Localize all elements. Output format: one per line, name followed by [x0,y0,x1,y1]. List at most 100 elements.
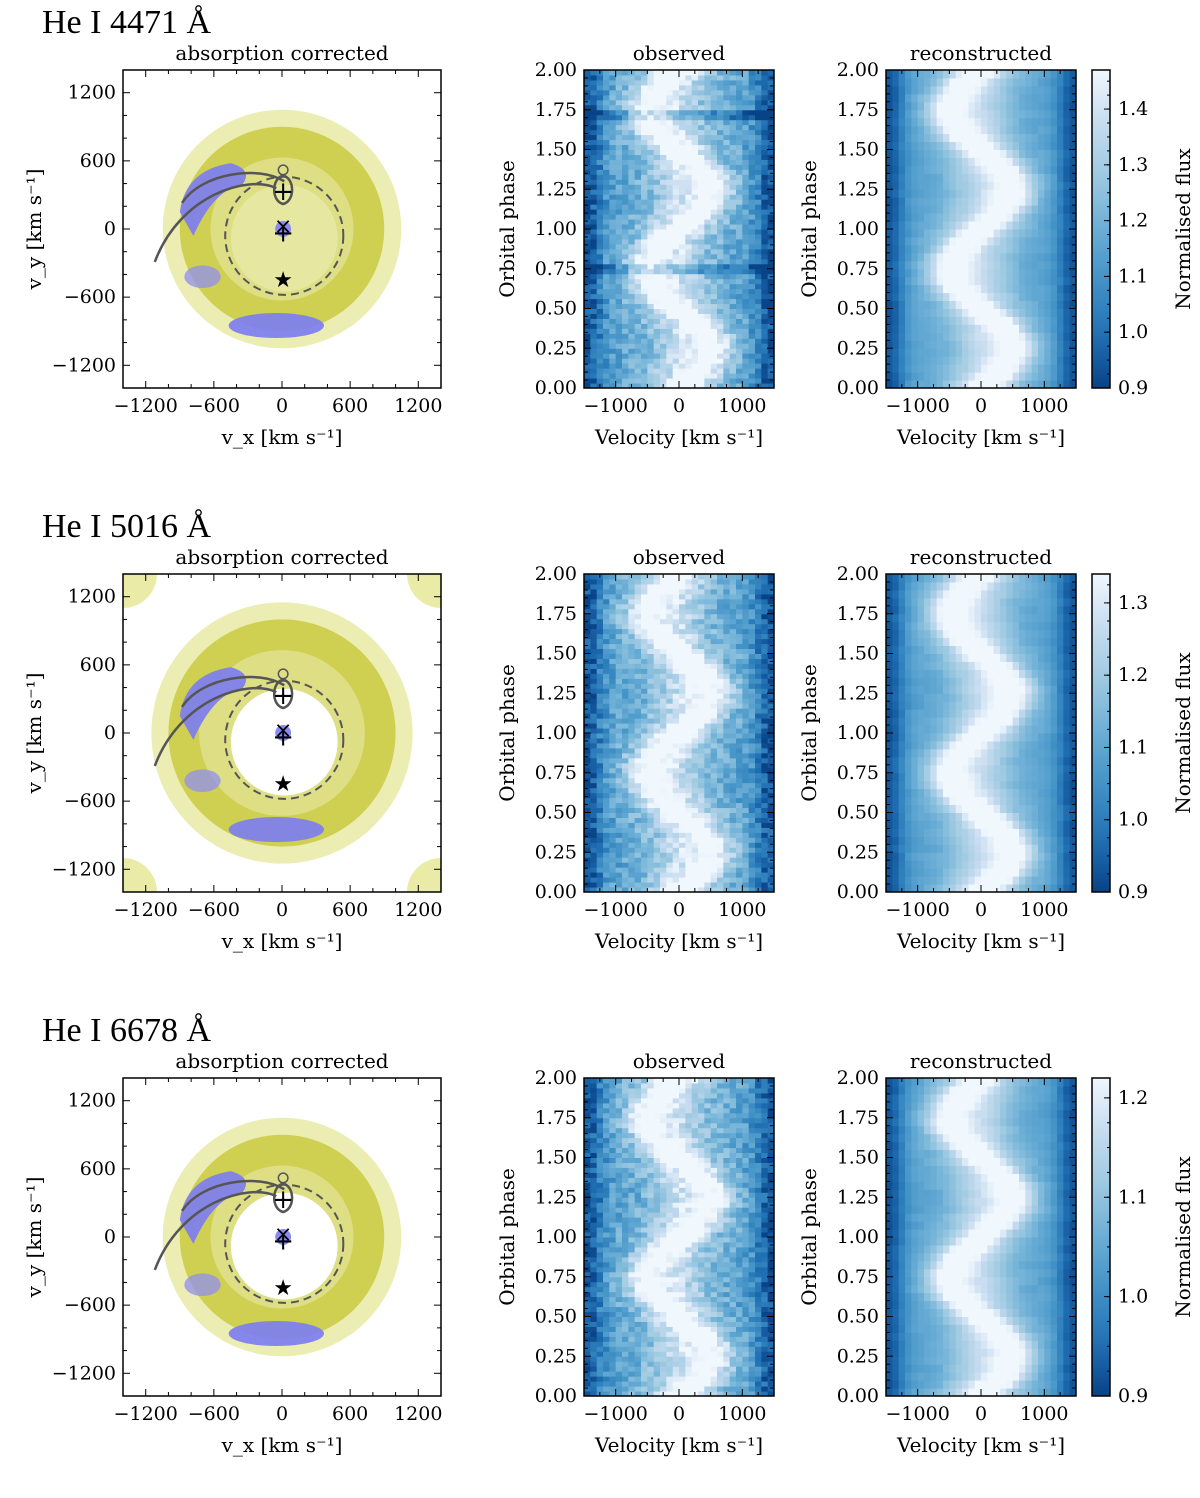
trailed-cell [924,173,931,181]
trailed-cell [899,86,906,94]
trailed-cell [609,753,616,758]
trailed-cell [742,783,749,788]
trailed-cell [949,293,956,301]
trailed-cell [609,130,616,135]
trailed-cell [1057,189,1064,197]
trailed-cell [673,778,680,783]
trailed-cell [905,205,912,213]
trailed-cell [628,358,635,363]
trailed-cell [749,378,756,383]
trailed-cell [692,169,699,174]
trailed-cell [641,703,648,708]
trailed-cell [660,229,667,234]
trailed-cell [761,703,768,708]
trailed-cell [1019,245,1026,253]
trailed-cell [660,264,667,269]
trailed-cell [641,115,648,120]
trailed-cell [1019,78,1026,86]
trailed-cell [641,348,648,353]
trailed-cell [584,753,591,758]
trailed-cell [1006,189,1013,197]
trailed-cell [1038,269,1045,277]
trailed-cell [628,867,635,872]
trailed-cell [679,299,686,304]
trailed-cell [736,683,743,688]
y-tick-label: −1200 [52,858,116,880]
trailed-cell [736,130,743,135]
trailed-cell [590,269,597,274]
trailed-cell [723,847,730,852]
trailed-cell [730,164,737,169]
trailed-cell [641,274,648,279]
trailed-cell [749,174,756,179]
trailed-cell [704,768,711,773]
trailed-cell [1051,237,1058,245]
trailed-cell [994,86,1001,94]
trailed-cell [641,817,648,822]
trailed-cell [930,261,937,269]
trailed-cell [717,723,724,728]
trailed-cell [616,199,623,204]
trailed-cell [628,808,635,813]
trailed-cell [616,249,623,254]
trailed-cell [628,249,635,254]
trailed-cell [666,862,673,867]
trailed-cell [635,259,642,264]
trailed-cell [704,783,711,788]
trailed-cell [1057,293,1064,301]
trailed-cell [1019,380,1026,388]
trailed-cell [673,683,680,688]
trailed-cell [654,194,661,199]
trailed-cell [590,338,597,343]
trailed-cell [603,832,610,837]
trailed-cell [749,832,756,837]
trailed-cell [685,279,692,284]
trailed-cell [730,872,737,877]
trailed-cell [679,363,686,368]
trailed-cell [730,95,737,100]
trailed-cell [1057,150,1064,158]
trailed-cell [1013,340,1020,348]
trailed-cell [628,318,635,323]
trailed-cell [635,703,642,708]
trailed-cell [704,343,711,348]
trailed-cell [622,110,629,115]
x-tick-label: −600 [188,395,240,417]
trailed-cell [641,862,648,867]
trailed-cell [723,120,730,125]
trailed-cell [628,368,635,373]
trailed-cell [647,683,654,688]
trailed-cell [949,356,956,364]
trailed-cell [704,683,711,688]
trailed-cell [968,332,975,340]
trailed-cell [603,80,610,85]
trailed-cell [1032,70,1039,78]
trailed-cell [597,328,604,333]
trailed-cell [622,837,629,842]
trailed-cell [616,184,623,189]
trailed-cell [666,224,673,229]
trailed-cell [654,703,661,708]
trailed-cell [641,738,648,743]
trailed-cell [730,100,737,105]
trailed-cell [616,713,623,718]
trailed-cell [584,348,591,353]
trailed-cell [1038,165,1045,173]
trailed-cell [924,253,931,261]
trailed-cell [647,95,654,100]
trailed-cell [1044,213,1051,221]
trailed-cell [679,333,686,338]
trailed-spectrum-cells [584,70,775,389]
trailed-cell [742,748,749,753]
trailed-cell [749,125,756,130]
trailed-cell [616,867,623,872]
trailed-cell [730,229,737,234]
trailed-cell [685,358,692,363]
trailed-cell [994,213,1001,221]
trailed-cell [622,204,629,209]
trailed-cell [673,358,680,363]
y-tick-label: 1.75 [535,99,577,121]
trailed-cell [609,85,616,90]
trailed-cell [704,145,711,150]
trailed-cell [761,313,768,318]
